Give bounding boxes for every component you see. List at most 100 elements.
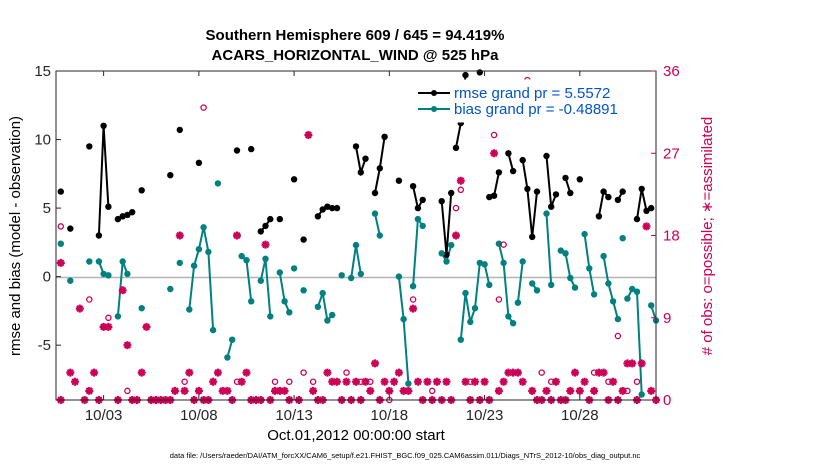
bias-point-12-1 (262, 255, 269, 262)
obs-assimilated-59 (352, 377, 360, 386)
obs-assimilated-82 (461, 377, 470, 386)
obs-assimilated-96 (528, 386, 537, 395)
obs-assimilated-10 (104, 322, 113, 331)
y2-tick-label-4: 36 (663, 63, 680, 80)
bias-point-28-3 (571, 284, 579, 291)
rmse-point-20-2 (448, 189, 455, 197)
bias-point-5-0 (138, 305, 145, 312)
obs-assimilated-7 (90, 368, 99, 377)
bias-point-26-1 (533, 287, 541, 294)
rmse-point-1-0 (67, 225, 74, 232)
obs-possible-10 (300, 369, 307, 376)
bias-point-25-0 (514, 299, 522, 306)
obs-assimilated-80 (452, 231, 460, 240)
bias-point-7-0 (176, 259, 183, 267)
rmse-point-25-1 (524, 185, 531, 193)
obs-assimilated-71 (409, 304, 418, 313)
bias-point-23-6 (486, 281, 493, 289)
plot-area (55, 69, 660, 404)
rmse-point-5-0 (138, 187, 145, 194)
obs-assimilated-81 (456, 176, 465, 185)
bias-point-3-1 (100, 270, 107, 278)
bias-line-19 (374, 213, 381, 236)
bias-point-20-1 (400, 315, 407, 323)
rmse-point-30-1 (619, 188, 626, 195)
legend-box (414, 79, 652, 123)
obs-assimilated-31 (209, 377, 218, 386)
y-tick-label-4: 15 (34, 63, 51, 80)
obs-assimilated-101 (552, 377, 560, 386)
bias-line-8 (188, 227, 215, 331)
rmse-point-31-0 (633, 215, 641, 223)
obs-assimilated-115 (618, 386, 627, 395)
rmse-point-17-0 (371, 189, 379, 197)
obs-assimilated-6 (85, 386, 94, 395)
obs-assimilated-62 (366, 386, 375, 395)
obs-possible-16 (409, 296, 417, 303)
y-axis-right: 0 9 18 27 36 (651, 63, 680, 409)
rmse-point-19-0 (409, 183, 417, 190)
obs-possible-6 (200, 104, 207, 111)
bias-point-23-0 (457, 336, 464, 343)
x-axis: 10/03 10/08 10/13 10/18 10/23 10/28 (85, 71, 599, 424)
bias-point-11-1 (243, 257, 250, 264)
y2-axis-label: # of obs: o=possible; ∗=assimilated (699, 117, 716, 356)
rmse-point-9-0 (233, 147, 241, 154)
obs-assimilated-13 (123, 341, 132, 350)
obs-possible-1 (86, 296, 93, 303)
bias-point-18-2 (357, 270, 364, 278)
rmse-point-17-2 (381, 133, 388, 140)
obs-assimilated-120 (642, 222, 651, 231)
rmse-point-4-0 (114, 215, 122, 223)
bias-point-9-0 (214, 180, 222, 187)
legend-rmse-label: rmse grand pr = 5.5572 (454, 85, 610, 102)
rmse-point-31-3 (648, 204, 655, 212)
rmse-point-11-1 (262, 222, 269, 230)
obs-possible-30 (614, 332, 622, 340)
obs-possible-12 (343, 369, 350, 376)
obs-assimilated-26 (185, 368, 194, 377)
bias-point-32-3 (638, 391, 645, 398)
obs-assimilated-84 (471, 377, 479, 386)
bias-point-22-0 (438, 250, 445, 257)
rmse-point-24-0 (505, 150, 512, 157)
bias-point-18-1 (352, 241, 360, 249)
obs-assimilated-38 (242, 368, 251, 377)
obs-assimilated-45 (275, 386, 284, 395)
rmse-point-26-2 (552, 191, 560, 198)
obs-assimilated-16 (137, 368, 146, 377)
obs-assimilated-119 (637, 359, 646, 368)
obs-assimilated-107 (580, 377, 589, 386)
obs-assimilated-54 (328, 377, 337, 386)
rmse-point-0-0 (57, 188, 64, 195)
obs-possible-19 (457, 186, 465, 194)
obs-assimilated-34 (223, 386, 232, 395)
bias-point-15-0 (300, 287, 307, 294)
obs-assimilated-105 (571, 368, 579, 377)
rmse-point-11-0 (257, 228, 264, 235)
rmse-point-29-1 (600, 188, 607, 195)
bias-point-11-0 (238, 252, 245, 260)
rmse-point-27-0 (562, 174, 569, 182)
obs-assimilated-66 (385, 386, 394, 395)
bias-point-3-2 (105, 272, 112, 279)
rmse-point-22-0 (476, 69, 483, 76)
rmse-point-29-2 (605, 193, 612, 201)
obs-assimilated-89 (494, 386, 503, 395)
obs-assimilated-117 (628, 359, 637, 368)
x-axis-label: Oct.01,2012 00:00:00 start (267, 427, 445, 444)
obs-assimilated-3 (71, 377, 79, 386)
obs-assimilated-44 (271, 386, 279, 395)
obs-possible-18 (452, 204, 460, 212)
bias-point-23-2 (467, 318, 474, 326)
obs-assimilated-78 (442, 377, 451, 386)
bias-point-13-1 (281, 298, 288, 305)
rmse-point-21-2 (462, 71, 469, 79)
rmse-point-27-1 (567, 189, 574, 197)
bias-point-8-5 (209, 326, 217, 334)
bias-point-14-0 (290, 265, 298, 272)
chart-title: Southern Hemisphere 609 / 645 = 94.419% (206, 27, 505, 44)
obs-assimilated-24 (175, 231, 184, 240)
rmse-point-31-1 (638, 185, 645, 193)
bias-point-1-0 (67, 277, 74, 284)
